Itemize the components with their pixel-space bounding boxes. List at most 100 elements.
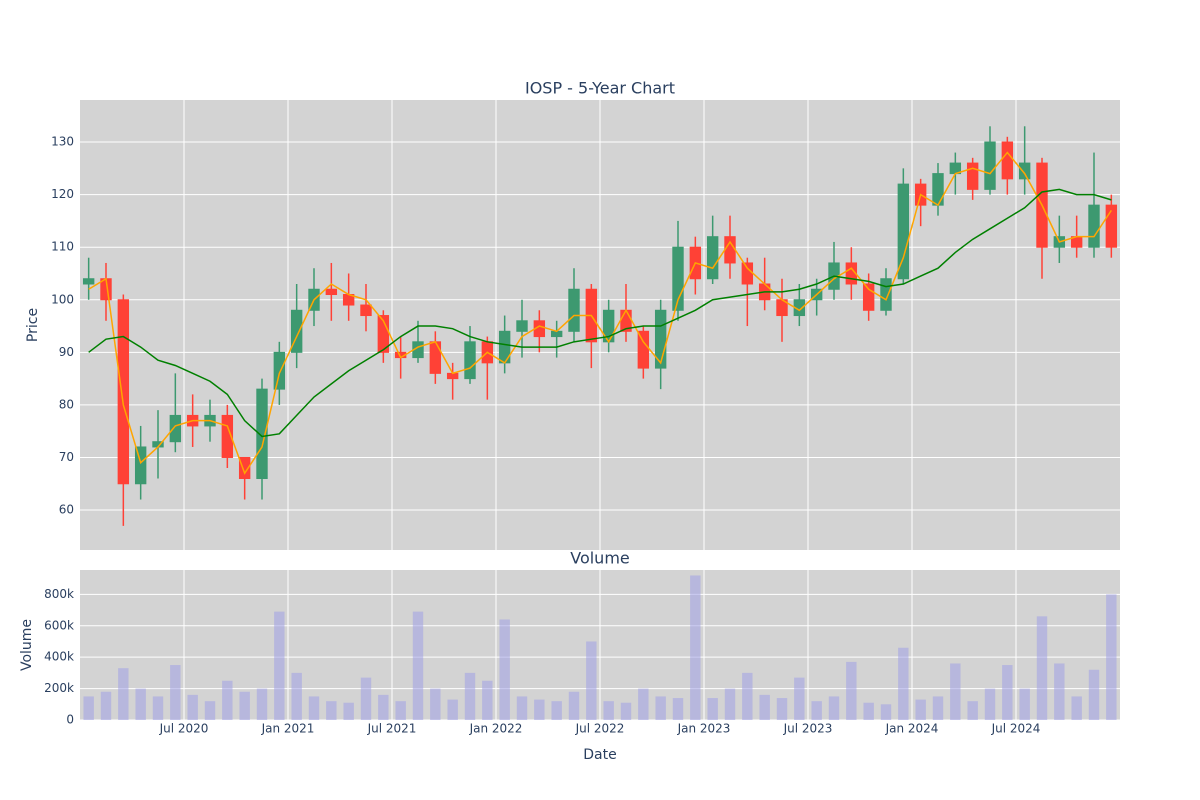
candle-body bbox=[862, 283, 875, 311]
candle-body bbox=[1105, 204, 1118, 248]
volume-bar bbox=[360, 677, 372, 720]
volume-bar bbox=[499, 619, 510, 720]
volume-bar bbox=[603, 701, 614, 720]
candle-body bbox=[1001, 141, 1014, 180]
x-tick-label: Jan 2021 bbox=[261, 722, 315, 736]
volume-bar bbox=[724, 688, 736, 720]
volume-bar bbox=[932, 696, 944, 720]
candle-body bbox=[290, 309, 303, 353]
candle-body bbox=[221, 414, 234, 458]
candle-body bbox=[637, 330, 650, 369]
candle-body bbox=[672, 246, 684, 311]
volume-bar bbox=[447, 699, 458, 720]
candle-body bbox=[134, 446, 147, 485]
volume-bar bbox=[551, 701, 562, 720]
volume-bar bbox=[343, 702, 354, 720]
volume-bar bbox=[482, 680, 493, 720]
candle-body bbox=[446, 372, 459, 380]
volume-bar bbox=[568, 691, 580, 720]
chart-title: Volume bbox=[570, 549, 630, 568]
volume-bar bbox=[655, 696, 666, 720]
volume-bar bbox=[326, 701, 337, 720]
x-tick-label: Jul 2021 bbox=[367, 722, 417, 736]
volume-bar bbox=[152, 696, 164, 720]
volume-bar bbox=[516, 696, 528, 720]
y-tick-label: 130 bbox=[51, 135, 74, 149]
x-tick-label: Jul 2024 bbox=[991, 722, 1041, 736]
volume-bar bbox=[984, 688, 996, 720]
volume-bar bbox=[967, 701, 978, 720]
candle-body bbox=[325, 288, 338, 296]
volume-bar bbox=[274, 611, 285, 720]
y-tick-label: 80 bbox=[59, 397, 74, 411]
volume-bar bbox=[620, 702, 632, 720]
volume-bar bbox=[83, 696, 94, 720]
volume-bar bbox=[464, 672, 476, 720]
volume-bar bbox=[1019, 688, 1030, 720]
volume-bar bbox=[1036, 616, 1048, 720]
volume-bar bbox=[534, 699, 545, 720]
volume-bar bbox=[1002, 665, 1013, 720]
y-tick-label: 600k bbox=[44, 618, 74, 632]
x-tick-label: Jan 2022 bbox=[469, 722, 523, 736]
volume-bar bbox=[811, 701, 822, 720]
volume-bar bbox=[118, 668, 129, 720]
candle-body bbox=[897, 183, 910, 280]
candle-body bbox=[654, 309, 667, 369]
volume-bar bbox=[672, 698, 684, 720]
y-tick-label: 70 bbox=[59, 450, 74, 464]
candle-body bbox=[377, 315, 390, 353]
volume-bar bbox=[915, 699, 926, 720]
candle-body bbox=[429, 341, 442, 374]
volume-bar bbox=[828, 696, 840, 720]
volume-bar bbox=[239, 691, 250, 720]
volume-bar bbox=[222, 680, 233, 720]
candle-body bbox=[966, 162, 979, 190]
volume-bar bbox=[1054, 663, 1065, 720]
candle-body bbox=[464, 341, 476, 380]
volume-bar bbox=[395, 701, 406, 720]
volume-bar bbox=[846, 661, 857, 720]
volume-bar bbox=[776, 698, 788, 720]
volume-bar bbox=[638, 688, 649, 720]
volume-bar bbox=[1106, 594, 1117, 720]
candle-body bbox=[117, 299, 130, 485]
y-axis-label: Price bbox=[25, 308, 41, 342]
volume-bar bbox=[204, 701, 216, 720]
candle-body bbox=[568, 288, 580, 332]
candle-body bbox=[169, 414, 182, 443]
volume-bar bbox=[430, 688, 441, 720]
volume-bar bbox=[412, 611, 424, 720]
volume-bar bbox=[135, 688, 146, 720]
candle-body bbox=[880, 278, 892, 311]
x-tick-label: Jul 2023 bbox=[783, 722, 833, 736]
volume-bar bbox=[794, 677, 805, 720]
volume-bar bbox=[898, 647, 909, 720]
volume-bar bbox=[880, 704, 892, 720]
moving-average-line bbox=[88, 151, 1112, 475]
volume-bar bbox=[291, 672, 302, 720]
candle-body bbox=[1088, 204, 1100, 248]
candle-body bbox=[1018, 162, 1031, 180]
volume-bar bbox=[378, 694, 389, 720]
candle-body bbox=[932, 173, 944, 206]
x-tick-label: Jul 2022 bbox=[575, 722, 625, 736]
volume-bar bbox=[100, 691, 112, 720]
x-tick-label: Jan 2024 bbox=[885, 722, 939, 736]
x-tick-label: Jul 2020 bbox=[159, 722, 209, 736]
candle-body bbox=[741, 262, 754, 285]
y-tick-label: 60 bbox=[59, 503, 74, 517]
candle-body bbox=[984, 141, 996, 190]
volume-bar bbox=[707, 698, 718, 720]
candle-body bbox=[256, 388, 268, 480]
y-tick-label: 200k bbox=[44, 681, 74, 695]
volume-bar bbox=[586, 641, 597, 720]
volume-bar bbox=[950, 663, 961, 720]
candle-body bbox=[360, 304, 372, 317]
y-tick-label: 0 bbox=[66, 713, 74, 727]
y-tick-label: 400k bbox=[44, 650, 74, 664]
candle-body bbox=[550, 330, 563, 338]
volume-bar bbox=[863, 702, 874, 720]
volume-bar bbox=[759, 694, 770, 720]
